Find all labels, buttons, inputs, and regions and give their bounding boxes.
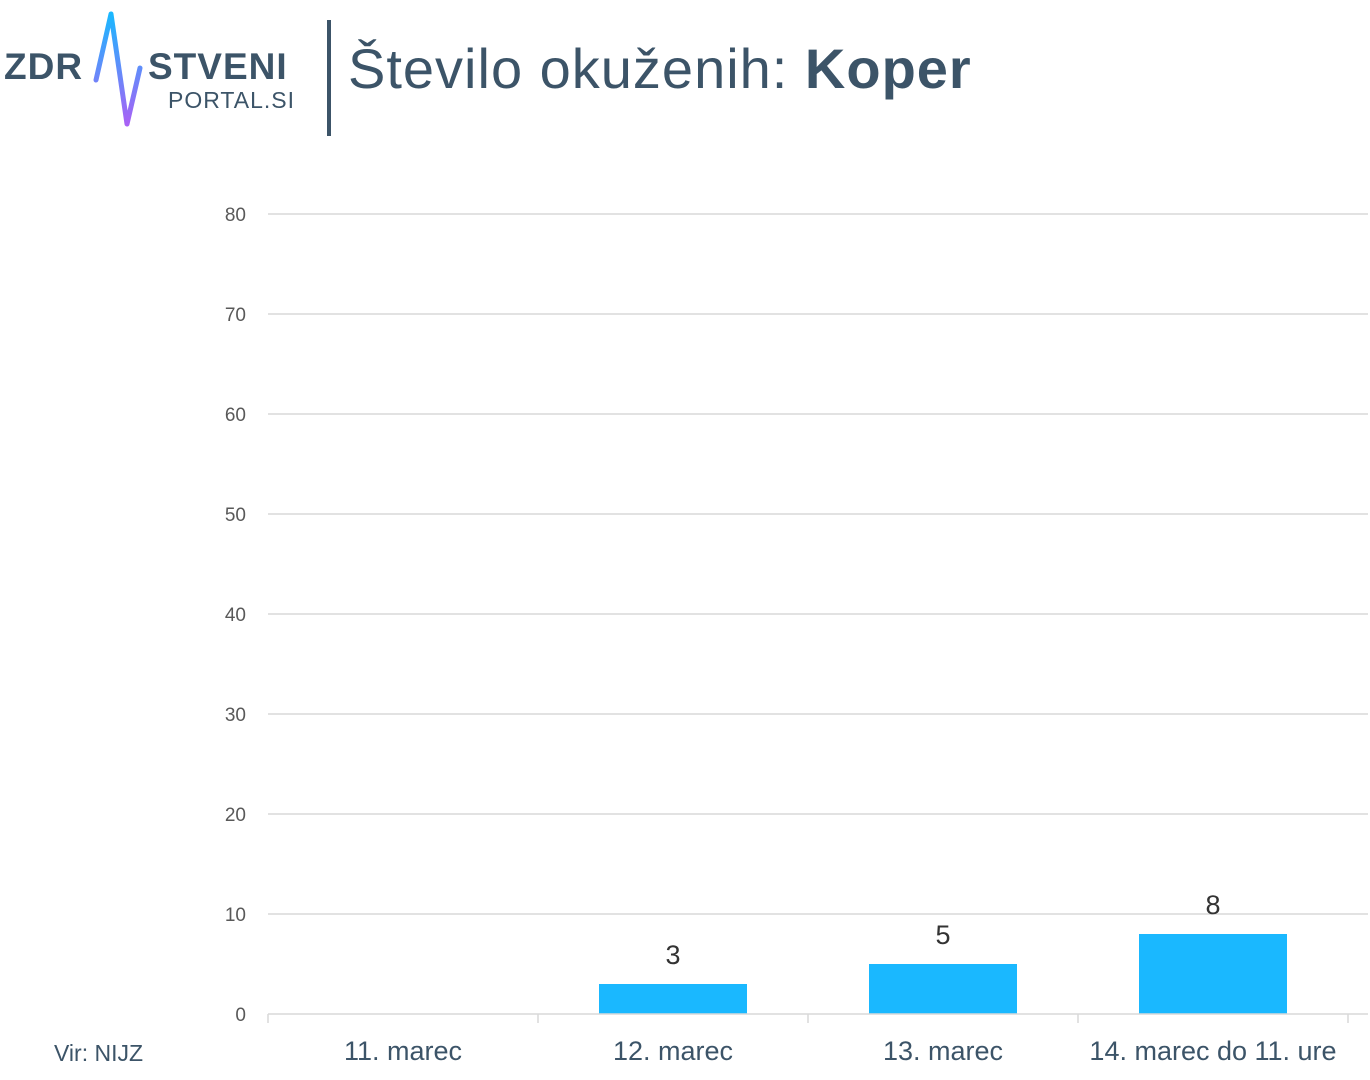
x-category-label: 14. marec do 11. ure	[1089, 1036, 1336, 1066]
y-tick-label: 0	[235, 1005, 246, 1026]
data-label: 3	[665, 940, 680, 970]
bar	[1139, 934, 1287, 1014]
heartbeat-icon	[93, 11, 143, 127]
y-tick-label: 20	[225, 805, 246, 826]
zdravstveni-portal-logo: ZDR STVENI PORTAL.SI	[0, 0, 310, 140]
bar	[599, 984, 747, 1014]
logo-text-right: STVENI	[148, 46, 288, 87]
y-tick-label: 30	[225, 705, 246, 726]
logo-subtext: PORTAL.SI	[168, 87, 296, 113]
data-labels: 3 5 8	[665, 890, 1220, 970]
y-tick-label: 80	[225, 205, 246, 226]
title-place: Koper	[804, 37, 972, 100]
title-divider	[327, 20, 331, 136]
bar	[869, 964, 1017, 1014]
data-label: 5	[935, 920, 950, 950]
source-note: Vir: NIJZ	[54, 1040, 144, 1066]
y-tick-label: 50	[225, 505, 246, 526]
x-category-label: 12. marec	[613, 1036, 733, 1066]
x-axis-categories: 11. marec 12. marec 13. marec 14. marec do …	[344, 1036, 1337, 1066]
y-tick-label: 10	[225, 905, 246, 926]
data-label: 8	[1205, 890, 1220, 920]
bars	[599, 934, 1287, 1014]
page-title: Število okuženih: Koper	[348, 36, 972, 101]
x-category-label: 11. marec	[344, 1036, 462, 1066]
x-axis	[267, 1013, 1368, 1023]
y-tick-label: 60	[225, 405, 246, 426]
gridlines	[268, 213, 1368, 915]
y-tick-label: 40	[225, 605, 246, 626]
y-tick-label: 70	[225, 305, 246, 326]
x-category-label: 13. marec	[883, 1036, 1003, 1066]
logo-text-left: ZDR	[4, 46, 84, 87]
y-axis-ticks: 0 10 20 30 40 50 60 70 80	[225, 205, 246, 1026]
title-prefix: Število okuženih:	[348, 37, 805, 100]
